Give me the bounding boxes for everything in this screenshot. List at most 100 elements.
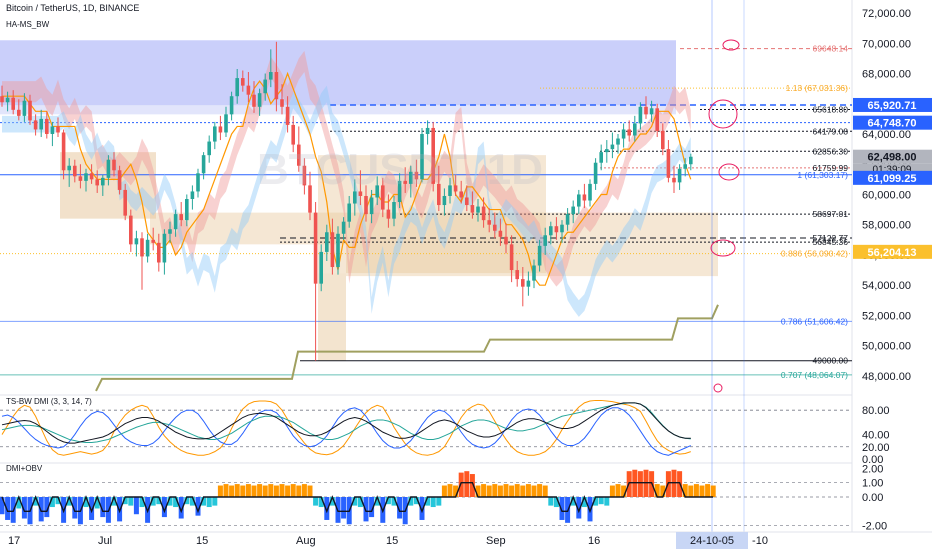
candle-body <box>313 212 318 284</box>
hist-bar <box>89 497 95 520</box>
hist-bar <box>425 497 431 506</box>
hist-bar <box>604 497 610 506</box>
hist-bar <box>318 497 324 508</box>
price-badge <box>853 115 932 130</box>
candle-body <box>459 191 463 198</box>
hist-bar <box>430 497 436 508</box>
candle <box>481 197 486 228</box>
candle <box>498 218 503 246</box>
candle <box>442 188 447 216</box>
candle-body <box>515 270 519 280</box>
candle-body <box>364 195 368 215</box>
hist-bar <box>593 497 599 506</box>
time-tick-label: 15 <box>386 535 398 547</box>
dmi-title: TS-BW DMI (3, 3, 14, 7) <box>6 397 92 406</box>
hist-bar <box>167 497 173 506</box>
candle-body <box>33 120 38 130</box>
candle <box>661 123 665 156</box>
candle-body <box>269 72 273 80</box>
candle <box>543 227 547 255</box>
candle <box>257 88 262 116</box>
candle-body <box>241 78 245 86</box>
supply-zone-blue-lower <box>0 105 676 115</box>
candle-body <box>224 114 228 133</box>
level-label: 62856.30 <box>813 146 849 156</box>
hist-bar <box>111 497 117 506</box>
candle <box>129 209 133 252</box>
hist-bar <box>492 484 498 497</box>
candle-body <box>17 109 21 116</box>
candle-body <box>588 183 592 201</box>
hist-bar <box>195 497 201 516</box>
candle <box>336 226 340 275</box>
candle <box>112 152 116 177</box>
candle <box>453 174 458 196</box>
candle-body <box>465 197 469 206</box>
candle <box>252 81 256 113</box>
hist-bar <box>570 497 576 506</box>
candle <box>313 202 318 361</box>
hist-bar <box>83 497 89 508</box>
price-axis-layer: 48,000.0050,000.0052,000.0054,000.0056,0… <box>853 8 932 383</box>
hist-bar <box>525 484 531 497</box>
hist-bar <box>688 485 694 497</box>
candle <box>269 49 273 88</box>
hist-bar <box>341 497 347 519</box>
candle-body <box>196 173 200 192</box>
candle <box>145 233 150 263</box>
candle <box>565 208 570 231</box>
candle-body <box>218 126 223 133</box>
candle <box>123 183 127 221</box>
price-tick-label: 58,000.00 <box>862 220 911 232</box>
candle <box>605 140 609 163</box>
level-label: 64179.08 <box>813 126 849 136</box>
candle-body <box>420 134 424 180</box>
hist-bar <box>660 485 666 497</box>
candle <box>0 85 4 107</box>
dmi-obv-title: DMI+OBV <box>6 464 43 473</box>
price-tick-label: 52,000.00 <box>862 310 911 322</box>
hist-bar <box>369 497 375 518</box>
hist-bar <box>587 497 593 522</box>
candle-body <box>28 100 32 121</box>
candle-body <box>414 171 419 180</box>
candle <box>683 158 687 177</box>
candle <box>627 120 631 142</box>
candle-body <box>168 229 172 234</box>
candle-body <box>106 159 111 178</box>
hist-bar <box>173 497 179 508</box>
candle <box>218 115 223 141</box>
stair-support-line <box>95 304 719 392</box>
candle <box>521 267 525 307</box>
level-label: 57122.77 <box>813 233 849 243</box>
hist-bar <box>419 497 425 520</box>
candle-body <box>369 197 374 215</box>
candle-body <box>677 168 682 183</box>
candle <box>588 179 592 207</box>
price-badge <box>853 149 932 164</box>
hist-bar <box>44 497 50 518</box>
price-badge-label: 62,498.00 <box>868 152 917 164</box>
candle-body <box>162 233 167 263</box>
candle-body <box>252 94 256 107</box>
candle-body <box>644 106 648 115</box>
price-badge-label: 65,920.71 <box>868 100 917 112</box>
hist-bar <box>21 497 27 519</box>
candle-body <box>593 162 598 184</box>
annotation-circle <box>710 239 736 257</box>
candle-body <box>605 149 609 153</box>
candle <box>106 155 111 186</box>
candles-layer[interactable] <box>0 41 693 361</box>
candle-body <box>504 236 508 245</box>
candle <box>341 217 346 240</box>
candle-body <box>409 171 413 184</box>
symbol-watermark: BTCUSDT, 1D <box>257 145 543 194</box>
candle <box>319 244 323 292</box>
annotation-circle <box>722 39 740 51</box>
hist-bar <box>615 484 621 497</box>
candle-body <box>201 155 206 174</box>
candle <box>689 153 693 171</box>
cursor-date-badge <box>676 532 748 549</box>
